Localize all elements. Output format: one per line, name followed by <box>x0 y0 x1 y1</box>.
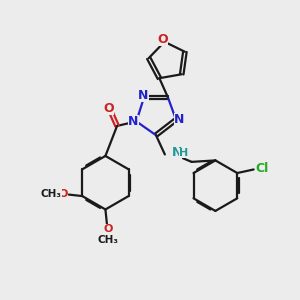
Text: Cl: Cl <box>255 162 268 176</box>
Text: CH₃: CH₃ <box>98 235 119 245</box>
Text: N: N <box>171 146 182 160</box>
Text: H: H <box>179 148 189 158</box>
Text: O: O <box>158 33 168 46</box>
Text: N: N <box>138 89 148 102</box>
Text: O: O <box>59 189 68 199</box>
Text: N: N <box>128 115 139 128</box>
Text: O: O <box>104 224 113 234</box>
Text: O: O <box>103 102 114 115</box>
Text: CH₃: CH₃ <box>40 189 61 199</box>
Text: N: N <box>174 113 184 126</box>
